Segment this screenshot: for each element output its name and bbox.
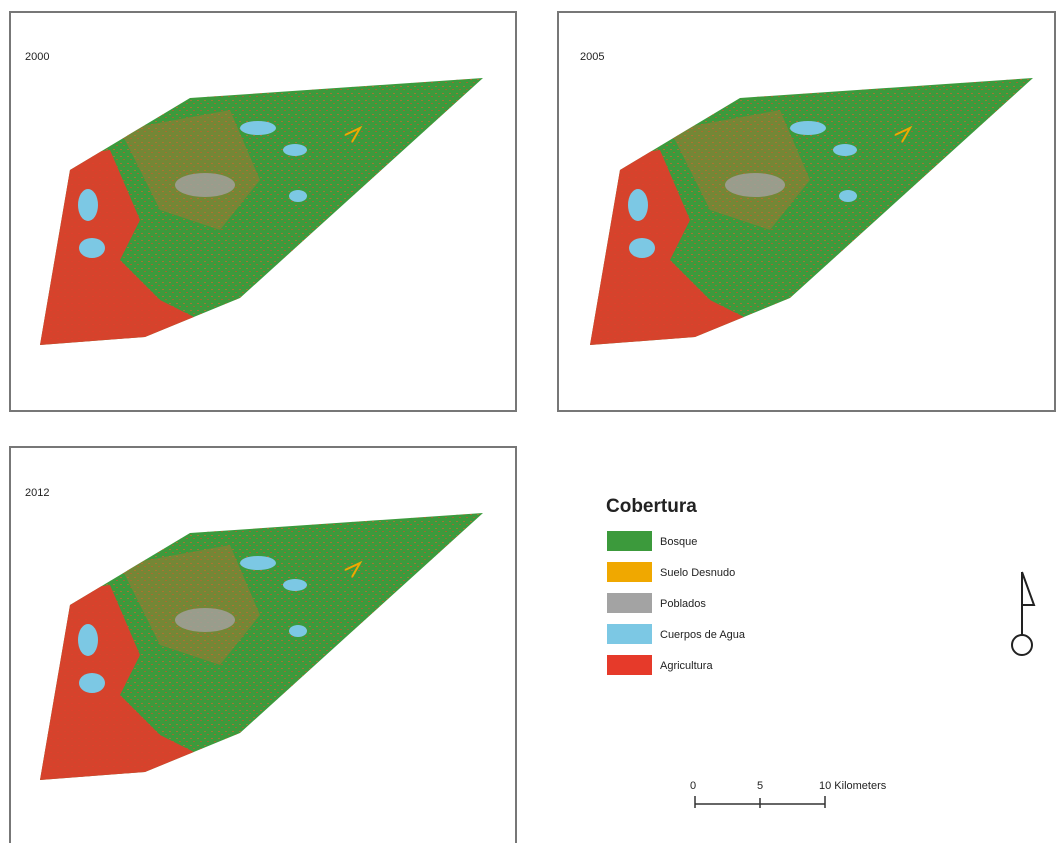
legend-label: Suelo Desnudo — [660, 567, 735, 579]
legend-swatch — [607, 531, 652, 551]
legend-swatch — [607, 593, 652, 613]
scale-bar — [695, 796, 825, 808]
scale-label: 0 — [690, 780, 696, 792]
panel-label: 2012 — [25, 487, 49, 499]
legend-label: Agricultura — [660, 660, 713, 672]
legend: Bosque Suelo Desnudo Poblados Cuerpos de Ag… — [607, 531, 746, 675]
north-arrow — [1012, 572, 1034, 655]
panel: 2005 — [558, 12, 1055, 411]
panel-label: 2005 — [580, 51, 604, 63]
legend-swatch — [607, 624, 652, 644]
panel: 2012 — [10, 447, 516, 843]
legend-label: Bosque — [660, 536, 697, 548]
map-figure: 2000 2005 2012 Cobertura Bosque Suelo Des… — [0, 0, 1057, 843]
legend-swatch — [607, 655, 652, 675]
legend-swatch — [607, 562, 652, 582]
panel: 2000 — [10, 12, 516, 411]
scale-label: 10 Kilometers — [819, 780, 887, 792]
legend-label: Poblados — [660, 598, 706, 610]
panel-label: 2000 — [25, 51, 49, 63]
scale-label: 5 — [757, 780, 763, 792]
legend-label: Cuerpos de Agua — [660, 629, 746, 641]
legend-title: Cobertura — [606, 496, 697, 517]
